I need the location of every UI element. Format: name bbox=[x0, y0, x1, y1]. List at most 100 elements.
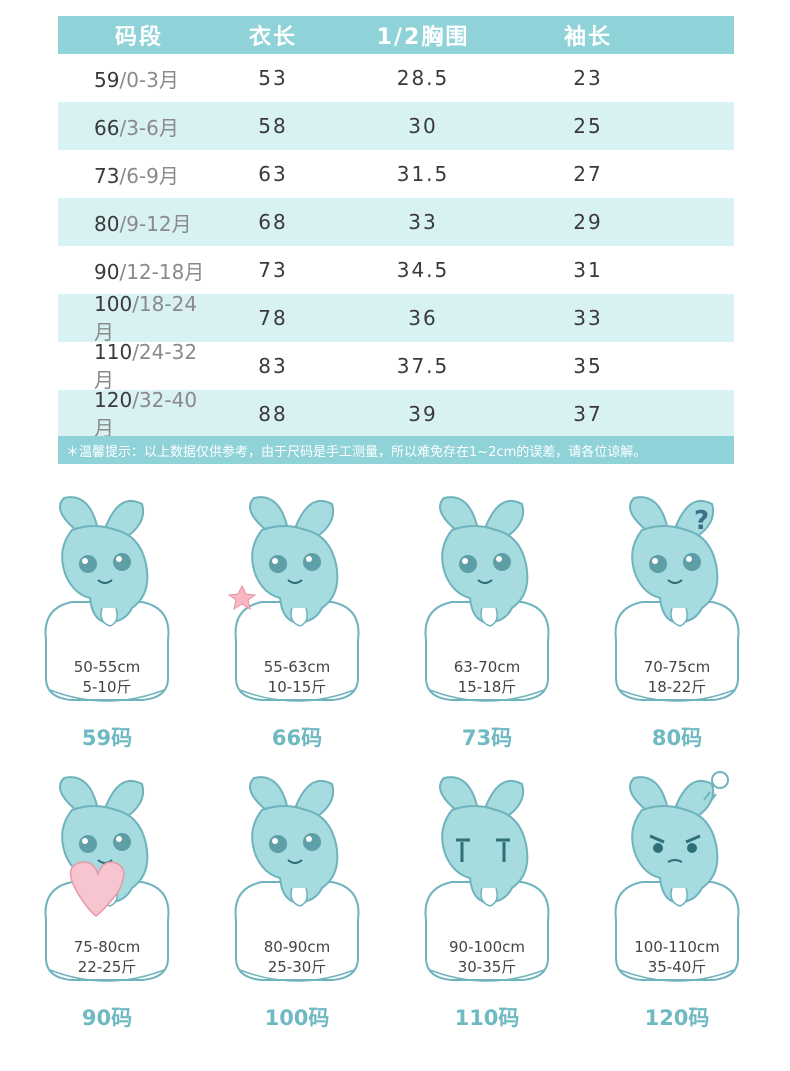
table-row: 100/18-24月 78 36 33 bbox=[58, 292, 734, 345]
size-cell: 120/32-40月 bbox=[58, 388, 208, 441]
ear-icon bbox=[629, 776, 670, 811]
sleeve-cell: 35 bbox=[573, 354, 603, 378]
size-value: 120 bbox=[94, 387, 133, 412]
sleeve-cell: 27 bbox=[573, 162, 603, 186]
length-cell: 78 bbox=[258, 306, 288, 330]
length-cell: 68 bbox=[258, 210, 288, 234]
sleeve-cell: 33 bbox=[573, 306, 603, 330]
age-range: /32-40月 bbox=[94, 387, 198, 440]
height-range: 75-80cm bbox=[73, 938, 141, 956]
cushion-icon bbox=[424, 601, 550, 701]
size-value: 80 bbox=[94, 211, 120, 236]
table-row: 73/6-9月 63 31.5 27 bbox=[58, 150, 734, 198]
ear-icon bbox=[629, 496, 670, 531]
steam-icon bbox=[703, 771, 729, 803]
mascot-body-icon bbox=[251, 805, 339, 904]
height-range: 63-70cm bbox=[453, 658, 521, 676]
header-length: 衣长 bbox=[248, 25, 297, 50]
weight-range: 5-10斤 bbox=[82, 678, 132, 696]
size-code: 110码 bbox=[454, 1006, 520, 1030]
cushion-icon bbox=[234, 881, 360, 981]
size-code: 66码 bbox=[271, 726, 323, 750]
question-mark: ? bbox=[694, 506, 710, 536]
sleeve-cell: 25 bbox=[573, 114, 603, 138]
size-value: 90 bbox=[94, 259, 120, 284]
height-range: 80-90cm bbox=[263, 938, 331, 956]
header-sleeve: 袖长 bbox=[563, 25, 612, 50]
chest-cell: 31.5 bbox=[396, 162, 450, 186]
mascot-illustration bbox=[614, 496, 740, 702]
size-table: 码段 衣长 1/2胸围 袖长 59/0-3月 53 28.5 23 66/3-6月 58 3… bbox=[58, 16, 734, 441]
chest-cell: 30 bbox=[408, 114, 438, 138]
length-cell: 53 bbox=[258, 66, 288, 90]
length-cell: 83 bbox=[258, 354, 288, 378]
mascot-illustration bbox=[424, 776, 550, 982]
cushion-icon bbox=[44, 601, 170, 701]
ear-icon bbox=[59, 496, 100, 531]
mascot-body-icon bbox=[61, 525, 149, 624]
chest-cell: 39 bbox=[408, 402, 438, 426]
cushion-icon bbox=[614, 601, 740, 701]
mascot-illustration bbox=[44, 776, 170, 982]
weight-range: 22-25斤 bbox=[77, 958, 137, 976]
table-row: 80/9-12月 68 33 29 bbox=[58, 198, 734, 246]
table-row: 120/32-40月 88 39 37 bbox=[58, 388, 734, 441]
age-range: /6-9月 bbox=[119, 163, 179, 188]
cushion-icon bbox=[424, 881, 550, 981]
cushion-icon bbox=[614, 881, 740, 981]
mascot-illustration bbox=[234, 776, 360, 982]
chest-cell: 33 bbox=[408, 210, 438, 234]
size-code: 100码 bbox=[264, 1006, 330, 1030]
age-range: /18-24月 bbox=[94, 291, 198, 344]
size-card: ? 70-75cm 18-22斤 80码 bbox=[602, 490, 752, 750]
size-cell: 73/6-9月 bbox=[58, 160, 208, 189]
tip-bar: ＊温馨提示：以上数据仅供参考，由于尺码是手工测量，所以难免存在1~2cm的误差，… bbox=[58, 436, 734, 464]
mascot-body-icon bbox=[441, 805, 529, 904]
table-row: 59/0-3月 53 28.5 23 bbox=[58, 54, 734, 102]
age-range: /12-18月 bbox=[119, 259, 205, 284]
header-size: 码段 bbox=[114, 25, 163, 50]
size-card: 80-90cm 25-30斤 100码 bbox=[222, 770, 372, 1030]
table-row: 90/12-18月 73 34.5 31 bbox=[58, 246, 734, 294]
mascot-illustration bbox=[44, 496, 170, 702]
chest-cell: 37.5 bbox=[396, 354, 450, 378]
size-code: 73码 bbox=[461, 726, 513, 750]
size-code: 59码 bbox=[81, 726, 133, 750]
height-range: 70-75cm bbox=[643, 658, 711, 676]
size-card: 90-100cm 30-35斤 110码 bbox=[412, 770, 562, 1030]
heart-icon bbox=[69, 861, 125, 917]
table-row: 66/3-6月 58 30 25 bbox=[58, 102, 734, 150]
table-row: 110/24-32月 83 37.5 35 bbox=[58, 340, 734, 393]
size-value: 73 bbox=[94, 163, 120, 188]
mascot-illustration bbox=[424, 496, 550, 702]
length-cell: 88 bbox=[258, 402, 288, 426]
length-cell: 73 bbox=[258, 258, 288, 282]
mascot-illustration bbox=[227, 496, 360, 702]
weight-range: 15-18斤 bbox=[457, 678, 517, 696]
header-chest: 1/2胸围 bbox=[376, 25, 470, 50]
weight-range: 18-22斤 bbox=[647, 678, 707, 696]
weight-range: 35-40斤 bbox=[647, 958, 707, 976]
sleeve-cell: 29 bbox=[573, 210, 603, 234]
table-header: 码段 衣长 1/2胸围 袖长 bbox=[58, 16, 734, 54]
weight-range: 10-15斤 bbox=[267, 678, 327, 696]
size-cell: 110/24-32月 bbox=[58, 340, 208, 393]
weight-range: 25-30斤 bbox=[267, 958, 327, 976]
length-cell: 58 bbox=[258, 114, 288, 138]
ear-icon bbox=[59, 776, 100, 811]
chest-cell: 36 bbox=[408, 306, 438, 330]
height-range: 50-55cm bbox=[73, 658, 141, 676]
size-card: 63-70cm 15-18斤 73码 bbox=[412, 490, 562, 750]
size-cell: 100/18-24月 bbox=[58, 292, 208, 345]
height-range: 100-110cm bbox=[634, 938, 720, 956]
sleeve-cell: 37 bbox=[573, 402, 603, 426]
chest-cell: 34.5 bbox=[396, 258, 450, 282]
sleeve-cell: 31 bbox=[573, 258, 603, 282]
height-range: 55-63cm bbox=[263, 658, 331, 676]
cushion-icon bbox=[44, 881, 170, 981]
size-code: 80码 bbox=[651, 726, 703, 750]
age-range: /3-6月 bbox=[119, 115, 179, 140]
age-range: /24-32月 bbox=[94, 339, 198, 392]
size-value: 66 bbox=[94, 115, 120, 140]
sleeve-cell: 23 bbox=[573, 66, 603, 90]
